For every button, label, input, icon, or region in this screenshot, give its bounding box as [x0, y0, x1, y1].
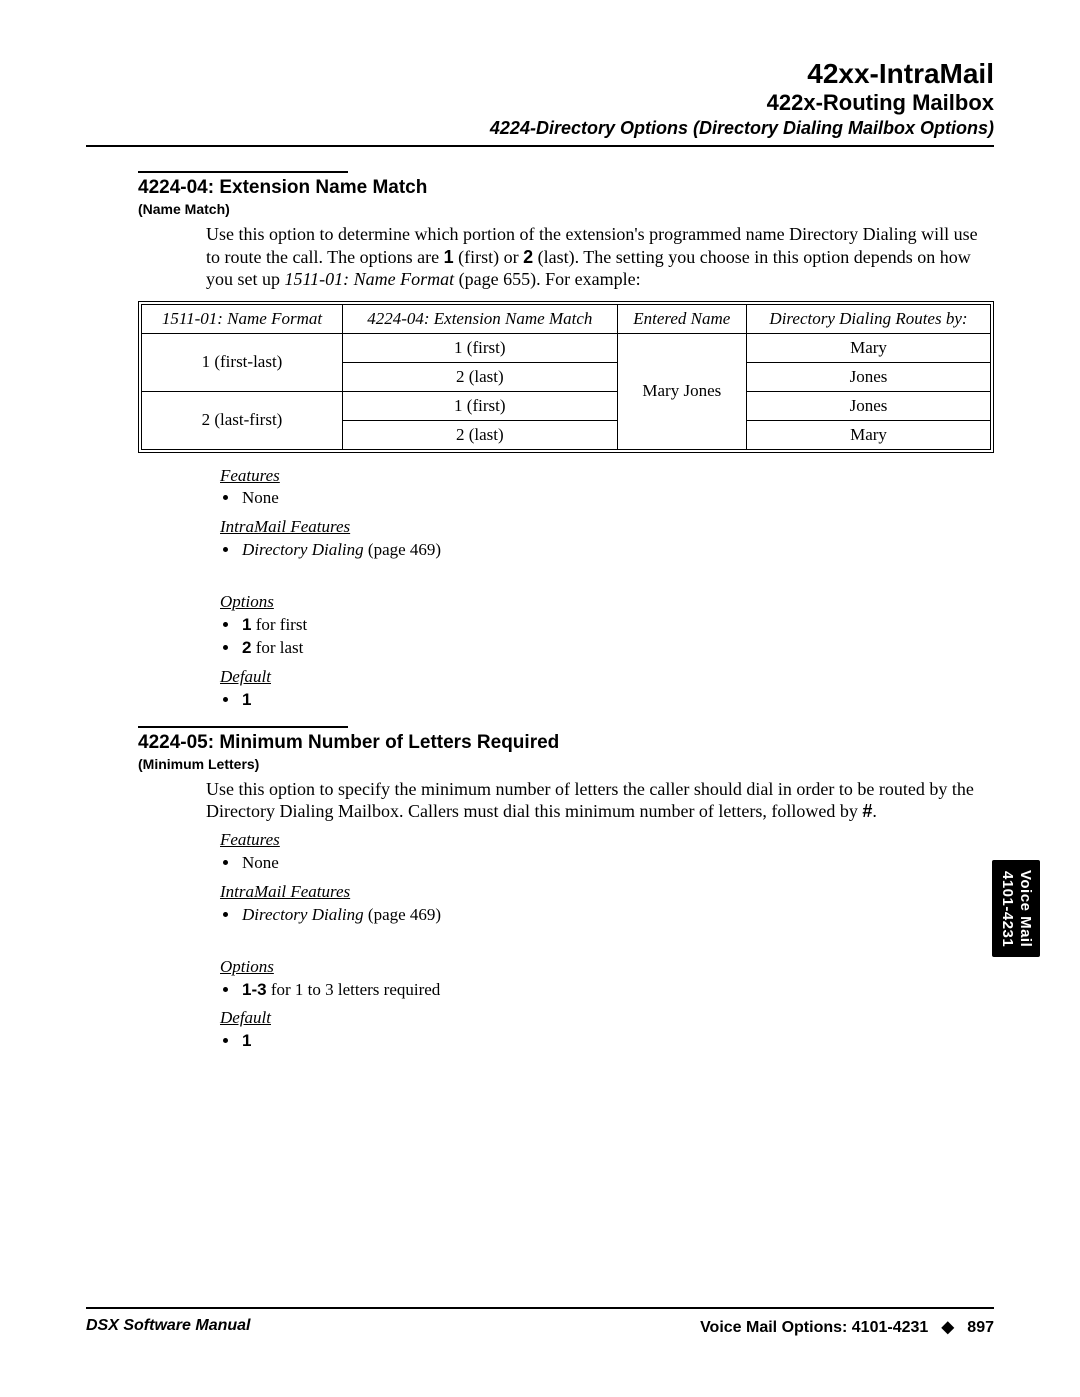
list-item: None	[240, 852, 994, 875]
section-paragraph: Use this option to specify the minimum n…	[206, 778, 994, 823]
td: 2 (last-first)	[142, 391, 343, 449]
para-text: (page 655). For example:	[454, 269, 640, 289]
th: Entered Name	[617, 304, 746, 333]
section-title: 4224-04: Extension Name Match	[138, 177, 994, 199]
header-sub2: 4224-Directory Options (Directory Dialin…	[86, 118, 994, 139]
page-footer: DSX Software Manual Voice Mail Options: …	[86, 1307, 994, 1337]
footer-right: Voice Mail Options: 4101-4231 ◆ 897	[700, 1317, 994, 1337]
section-title: 4224-05: Minimum Number of Letters Requi…	[138, 732, 994, 754]
td: Jones	[747, 362, 991, 391]
list-item: Directory Dialing (page 469)	[240, 539, 994, 562]
features-block: Features None IntraMail Features Directo…	[220, 829, 994, 1053]
diamond-icon: ◆	[942, 1319, 954, 1336]
option-bold: 1	[444, 247, 454, 267]
list-item: Directory Dialing (page 469)	[240, 904, 994, 927]
list-item: 1-3 for 1 to 3 letters required	[240, 979, 994, 1002]
feature-link: Directory Dialing	[242, 540, 364, 559]
list-item: None	[240, 487, 994, 510]
intramail-heading: IntraMail Features	[220, 881, 994, 904]
intramail-heading: IntraMail Features	[220, 516, 994, 539]
header-sub: 422x-Routing Mailbox	[86, 90, 994, 116]
default-value: 1	[242, 1031, 251, 1050]
hash-bold: #	[862, 801, 872, 821]
td: 1 (first)	[342, 333, 617, 362]
table-row: 2 (last-first) 1 (first) Jones	[142, 391, 991, 420]
default-heading: Default	[220, 666, 994, 689]
footer-rule	[86, 1307, 994, 1309]
default-heading: Default	[220, 1007, 994, 1030]
section-subtitle: (Minimum Letters)	[138, 756, 994, 772]
ref-italic: 1511-01: Name Format	[285, 269, 455, 289]
side-tab: Voice Mail 4101-4231	[992, 860, 1040, 957]
footer-section: Voice Mail Options: 4101-4231	[700, 1319, 928, 1336]
section-rule	[138, 171, 348, 173]
features-block: Features None IntraMail Features Directo…	[220, 465, 994, 712]
option-text: for 1 to 3 letters required	[267, 980, 441, 999]
th: 1511-01: Name Format	[142, 304, 343, 333]
section-rule	[138, 726, 348, 728]
page-ref: (page 469)	[364, 540, 441, 559]
table-wrapper: 1511-01: Name Format 4224-04: Extension …	[138, 301, 994, 453]
name-match-table: 1511-01: Name Format 4224-04: Extension …	[141, 304, 991, 450]
features-heading: Features	[220, 829, 994, 852]
page-header: 42xx-IntraMail 422x-Routing Mailbox 4224…	[86, 60, 994, 139]
footer-row: DSX Software Manual Voice Mail Options: …	[86, 1317, 994, 1337]
td: 2 (last)	[342, 420, 617, 449]
option-bold: 2	[523, 247, 533, 267]
para-text: .	[872, 801, 877, 821]
table-header-row: 1511-01: Name Format 4224-04: Extension …	[142, 304, 991, 333]
content: 4224-04: Extension Name Match (Name Matc…	[138, 171, 994, 1053]
td: Mary Jones	[617, 333, 746, 449]
footer-page-number: 897	[967, 1319, 994, 1336]
list-item: 1 for first	[240, 614, 994, 637]
table-row: 1 (first-last) 1 (first) Mary Jones Mary	[142, 333, 991, 362]
option-text: for first	[251, 615, 307, 634]
td: 1 (first)	[342, 391, 617, 420]
page: 42xx-IntraMail 422x-Routing Mailbox 4224…	[0, 0, 1080, 1397]
header-rule	[86, 145, 994, 147]
side-tab-line2: 4101-4231	[998, 870, 1016, 947]
option-text: for last	[251, 638, 303, 657]
footer-left: DSX Software Manual	[86, 1317, 250, 1337]
features-heading: Features	[220, 465, 994, 488]
options-heading: Options	[220, 591, 994, 614]
option-value: 1-3	[242, 980, 267, 999]
th: Directory Dialing Routes by:	[747, 304, 991, 333]
options-heading: Options	[220, 956, 994, 979]
header-main: 42xx-IntraMail	[86, 60, 994, 88]
page-ref: (page 469)	[364, 905, 441, 924]
side-tab-line1: Voice Mail	[1017, 870, 1034, 947]
td: Mary	[747, 333, 991, 362]
section-paragraph: Use this option to determine which porti…	[206, 223, 994, 291]
td: Jones	[747, 391, 991, 420]
list-item: 1	[240, 689, 994, 712]
list-item: 2 for last	[240, 637, 994, 660]
td: Mary	[747, 420, 991, 449]
td: 2 (last)	[342, 362, 617, 391]
default-value: 1	[242, 690, 251, 709]
section-subtitle: (Name Match)	[138, 201, 994, 217]
th: 4224-04: Extension Name Match	[342, 304, 617, 333]
para-text: (first) or	[454, 247, 523, 267]
list-item: 1	[240, 1030, 994, 1053]
td: 1 (first-last)	[142, 333, 343, 391]
para-text: Use this option to specify the minimum n…	[206, 779, 974, 822]
feature-link: Directory Dialing	[242, 905, 364, 924]
